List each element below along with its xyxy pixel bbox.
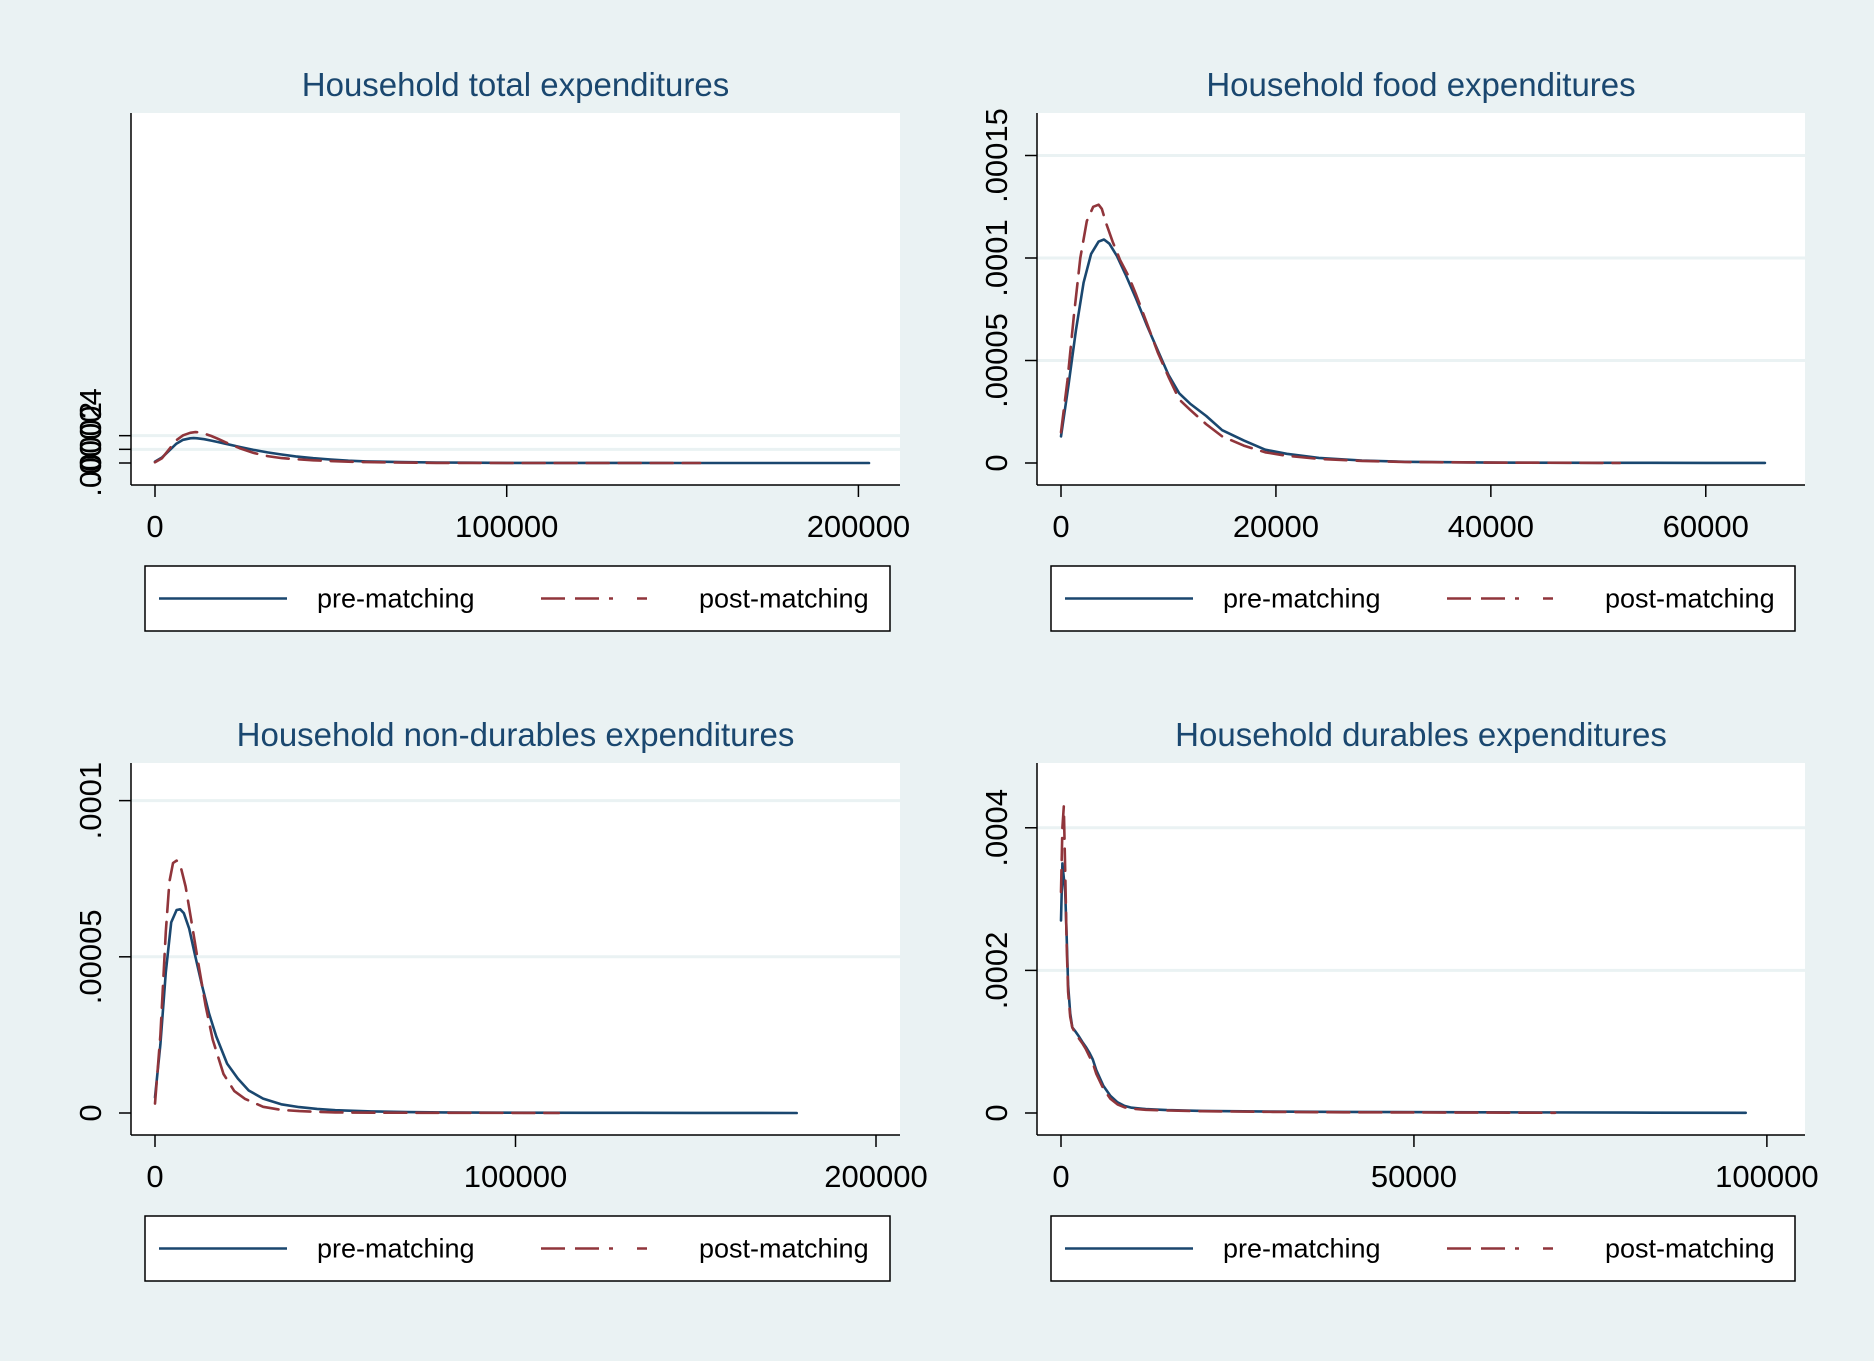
- panel-1: Household total expenditures0.00002.0000…: [73, 66, 910, 632]
- x-tick-label: 20000: [1233, 509, 1319, 544]
- panel-3: Household non-durables expenditures 0 .000…: [73, 716, 928, 1282]
- legend-label-pre-matching: pre-matching: [1223, 1234, 1381, 1264]
- y-tick-label: .0004: [979, 789, 1014, 867]
- y-tick-label: .0001: [73, 762, 108, 840]
- x-tick-label: 60000: [1663, 509, 1749, 544]
- panel-title: Household total expenditures: [302, 66, 729, 103]
- y-tick-label: .0001: [979, 219, 1014, 297]
- post-matching-line: [153, 430, 702, 465]
- x-tick-label: 200000: [807, 509, 910, 544]
- legend-label-pre-matching: pre-matching: [317, 1234, 475, 1264]
- x-tick-label: 100000: [1715, 1159, 1818, 1194]
- y-tick-label: 0: [979, 1104, 1014, 1121]
- x-tick-label: 0: [146, 1159, 163, 1194]
- legend-label-post-matching: post-matching: [699, 584, 869, 614]
- x-tick-label: 100000: [455, 509, 558, 544]
- y-tick-label: .00015: [979, 108, 1014, 203]
- legend-label-post-matching: post-matching: [1605, 1234, 1775, 1264]
- y-tick-label: .00005: [979, 313, 1014, 408]
- panel-title: Household non-durables expenditures: [237, 716, 795, 753]
- plot-region: [1037, 763, 1805, 1135]
- x-tick-label: 40000: [1448, 509, 1534, 544]
- pre-matching-line: [153, 436, 871, 465]
- x-tick-label: 200000: [824, 1159, 927, 1194]
- plot-region: [1037, 113, 1805, 485]
- post-matching-line: [153, 859, 561, 1115]
- legend-label-pre-matching: pre-matching: [317, 584, 475, 614]
- plot-region: [131, 113, 900, 485]
- x-tick-label: 0: [146, 509, 163, 544]
- legend-label-post-matching: post-matching: [1605, 584, 1775, 614]
- x-tick-label: 100000: [464, 1159, 567, 1194]
- y-tick-label: .00004: [73, 388, 108, 483]
- pre-matching-line: [1059, 238, 1767, 465]
- y-tick-label: 0: [979, 454, 1014, 471]
- y-tick-label: .00005: [73, 909, 108, 1004]
- y-tick-label: 0: [73, 454, 108, 471]
- plot-region: [131, 763, 900, 1135]
- post-matching-line: [1059, 805, 1557, 1115]
- legend-label-post-matching: post-matching: [699, 1234, 869, 1264]
- legend-label-pre-matching: pre-matching: [1223, 584, 1381, 614]
- x-tick-label: 0: [1052, 509, 1069, 544]
- x-tick-label: 0: [1052, 1159, 1069, 1194]
- y-tick-label: 0: [73, 1104, 108, 1121]
- panel-title: Household durables expenditures: [1175, 716, 1667, 753]
- panel-4: Household durables expenditures 0 .0002 .00…: [979, 716, 1819, 1282]
- panel-title: Household food expenditures: [1206, 66, 1635, 103]
- panel-2: Household food expenditures 0 .00005 .0001.…: [979, 66, 1805, 632]
- x-tick-label: 50000: [1371, 1159, 1457, 1194]
- post-matching-line: [1059, 203, 1622, 465]
- y-tick-label: .0002: [979, 932, 1014, 1010]
- y-tick-label: .00002: [73, 402, 108, 497]
